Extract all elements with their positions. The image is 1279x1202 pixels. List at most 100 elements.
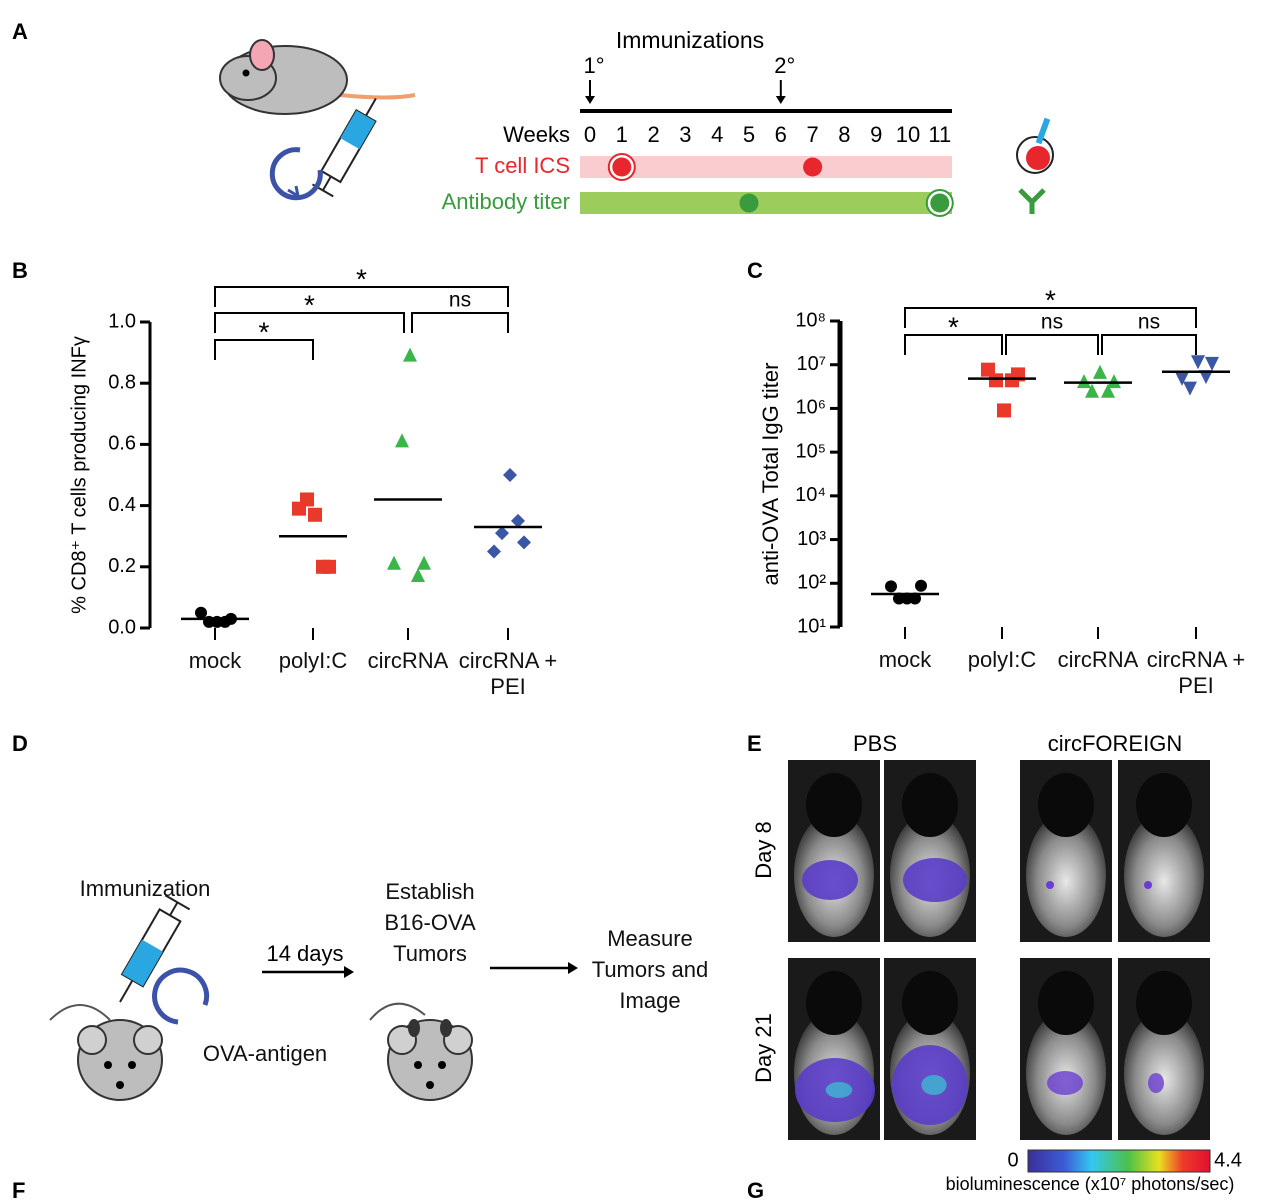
- row-band: [580, 192, 952, 214]
- data-point: [1191, 355, 1205, 370]
- timepoint: [739, 193, 759, 213]
- y-tick-label: 1.0: [108, 310, 136, 332]
- data-point: [1175, 371, 1189, 386]
- significance-bracket: [411, 312, 509, 333]
- colorbar-max: 4.4: [1214, 1149, 1242, 1171]
- panel-letter: A: [12, 19, 28, 44]
- data-point: [403, 347, 417, 362]
- interval-label: 14 days: [266, 941, 343, 966]
- panel-letter: F: [12, 1178, 25, 1202]
- timepoint: [930, 193, 950, 213]
- mouse-head: [902, 971, 958, 1035]
- data-point: [909, 592, 921, 605]
- colorbar: [1027, 1149, 1211, 1173]
- signal: [903, 858, 967, 902]
- y-tick-label: 0.0: [108, 616, 136, 638]
- significance-label: *: [304, 289, 315, 320]
- mouse-head: [902, 773, 958, 837]
- week-label: 3: [679, 122, 691, 147]
- significance-bracket: [214, 286, 509, 307]
- panel-letter: E: [747, 731, 762, 756]
- y-tick-label: 0.4: [108, 494, 136, 516]
- significance-label: *: [948, 311, 959, 342]
- x-tick-label: mock: [188, 648, 242, 673]
- mouse-body: [1124, 813, 1204, 937]
- significance-bracket: [214, 339, 314, 360]
- y-tick-label: 0.8: [108, 371, 136, 393]
- day-label: Day 21: [751, 1013, 776, 1083]
- data-point: [989, 373, 1003, 388]
- timepoint: [803, 157, 823, 177]
- week-label: 0: [584, 122, 596, 147]
- data-point: [395, 433, 409, 448]
- significance-label: ns: [449, 289, 471, 312]
- signal: [802, 860, 858, 900]
- mouse-body: [1124, 1011, 1204, 1135]
- weeks-label: Weeks: [503, 122, 570, 147]
- panel-letter: B: [12, 258, 28, 283]
- y-tick-label: 10⁴: [795, 484, 826, 506]
- data-point: [1085, 383, 1099, 398]
- timeline-title: Immunizations: [616, 27, 764, 53]
- x-tick-label: circRNA: [1057, 647, 1139, 672]
- data-point: [1107, 374, 1121, 389]
- significance-bracket: [904, 334, 1003, 355]
- week-label: 11: [928, 122, 951, 147]
- week-label: 9: [870, 122, 882, 147]
- condition-label: circFOREIGN: [1048, 731, 1182, 756]
- significance-label: *: [1045, 284, 1056, 315]
- condition-label: PBS: [853, 731, 897, 756]
- scheme-label: Measure Tumors and Image: [591, 926, 709, 1013]
- week-label: 10: [896, 122, 920, 147]
- signal-core: [825, 1082, 853, 1098]
- data-point: [1077, 374, 1091, 389]
- signal: [1144, 881, 1152, 889]
- row-label: T cell ICS: [475, 153, 570, 178]
- colorbar-label: bioluminescence (x10⁷ photons/sec): [946, 1174, 1235, 1194]
- data-point: [1199, 370, 1213, 385]
- signal: [1047, 1071, 1083, 1095]
- mouse-illustration: [219, 39, 416, 201]
- significance-label: *: [356, 263, 367, 294]
- data-point: [997, 403, 1011, 418]
- scheme-label: OVA-antigen: [202, 1041, 328, 1066]
- mouse-head: [1136, 773, 1192, 837]
- x-tick-label: mock: [878, 647, 932, 672]
- data-point: [511, 513, 525, 528]
- x-tick-label: circRNA: [367, 648, 449, 673]
- data-point: [517, 535, 531, 550]
- y-tick-label: 10⁵: [795, 440, 826, 462]
- dose-label: 2°: [774, 53, 795, 78]
- panel-letters: A B C D E F G: [12, 19, 764, 1202]
- y-axis-label: % CD8⁺ T cells producing INFγ: [68, 336, 90, 614]
- mouse-head: [806, 971, 862, 1035]
- y-tick-label: 0.2: [108, 555, 136, 577]
- y-tick-label: 0.6: [108, 433, 136, 455]
- mouse-body: [1026, 813, 1106, 937]
- data-point: [308, 507, 322, 522]
- data-point: [1101, 383, 1115, 398]
- significance-label: *: [259, 316, 270, 347]
- scheme-label: Immunization: [79, 876, 211, 901]
- significance-label: ns: [1138, 311, 1160, 334]
- data-point: [1205, 356, 1219, 371]
- data-point: [487, 544, 501, 559]
- significance-bracket: [1101, 334, 1197, 355]
- x-tick-label: polyI:C: [967, 647, 1037, 672]
- signal: [1148, 1073, 1164, 1093]
- x-tick-label: circRNA + PEI: [1146, 647, 1246, 698]
- y-axis-label: anti-OVA Total IgG titer: [758, 363, 783, 586]
- y-tick-label: 10²: [797, 572, 826, 594]
- mouse-head: [1038, 971, 1094, 1035]
- timepoint: [612, 157, 632, 177]
- panel-letter: D: [12, 731, 28, 756]
- data-point: [387, 555, 401, 570]
- y-tick-label: 10¹: [797, 615, 826, 637]
- row-band: [580, 156, 952, 178]
- data-point: [1183, 381, 1197, 396]
- data-point: [503, 468, 517, 482]
- week-label: 2: [647, 122, 659, 147]
- week-label: 1: [616, 122, 628, 147]
